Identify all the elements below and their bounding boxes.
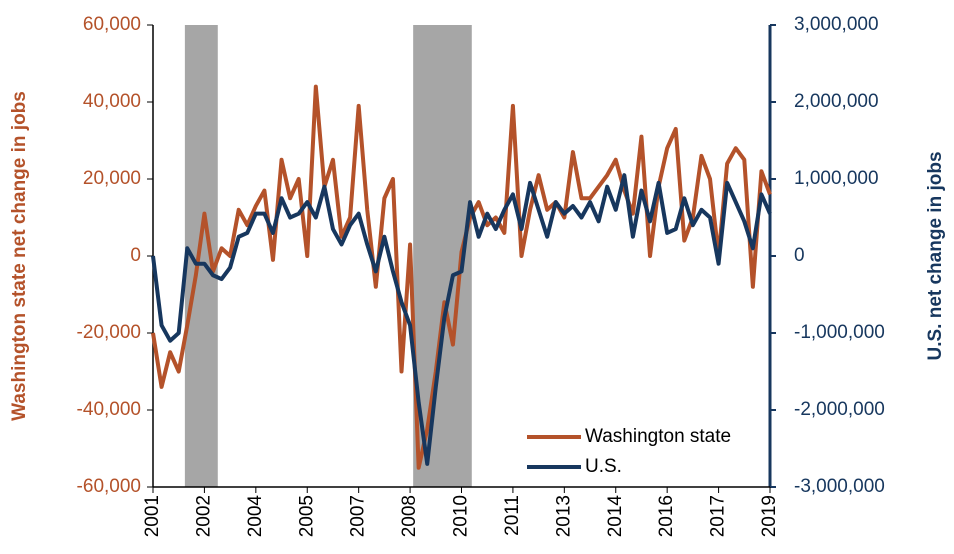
y-tick-label: 20,000: [83, 168, 141, 189]
x-tick-label: 2008: [399, 495, 420, 537]
x-tick-label: 2010: [451, 495, 472, 537]
x-tick-label: 2013: [553, 495, 574, 537]
y2-axis-label: U.S. net change in jobs: [925, 151, 946, 360]
y-axis-label: Washington state net change in jobs: [9, 91, 30, 421]
x-tick-label: 2001: [142, 495, 163, 537]
y-tick-label: -60,000: [77, 476, 141, 497]
x-tick-label: 2005: [296, 495, 317, 537]
x-tick-label: 2019: [759, 495, 780, 537]
x-tick-label: 2007: [348, 495, 369, 537]
legend-label: Washington state: [585, 426, 731, 447]
y2-tick-label: 1,000,000: [794, 168, 879, 189]
x-tick-label: 2002: [193, 495, 214, 537]
x-tick-label: 2017: [708, 495, 729, 537]
x-tick-label: 2016: [656, 495, 677, 537]
x-tick-label: 2014: [605, 495, 626, 538]
y2-tick-label: -3,000,000: [794, 476, 885, 497]
y-tick-label: -40,000: [77, 399, 141, 420]
y2-tick-label: 3,000,000: [794, 14, 879, 35]
y2-tick-label: -1,000,000: [794, 322, 885, 343]
series-line: [151, 84, 772, 470]
y2-tick-label: -2,000,000: [794, 399, 885, 420]
y-tick-label: 60,000: [83, 14, 141, 35]
x-tick-label: 2011: [502, 495, 523, 536]
series-line: [151, 173, 772, 466]
legend-label: U.S.: [585, 456, 622, 477]
y2-tick-label: 0: [794, 245, 805, 266]
y2-tick-label: 2,000,000: [794, 91, 879, 112]
y-tick-label: 0: [130, 245, 141, 266]
y-tick-label: 40,000: [83, 91, 141, 112]
y-tick-label: -20,000: [77, 322, 141, 343]
x-tick-label: 2004: [245, 495, 266, 538]
